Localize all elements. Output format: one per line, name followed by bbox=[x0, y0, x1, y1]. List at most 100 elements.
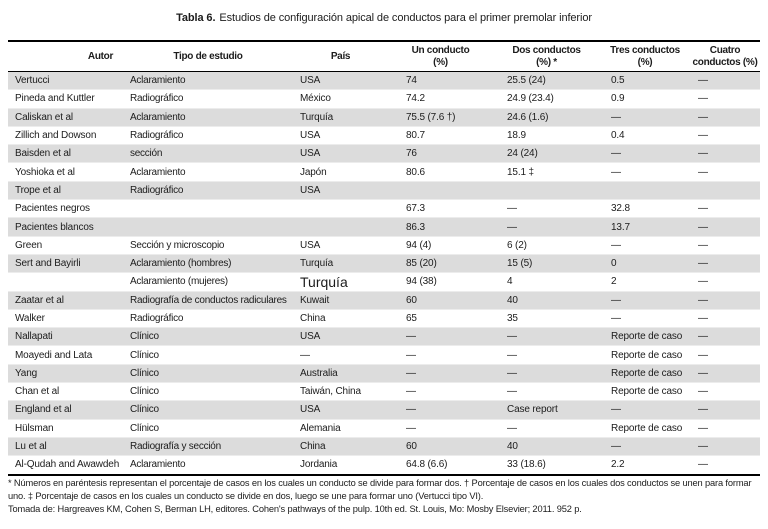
cell-cuatro: — bbox=[690, 291, 760, 310]
table-row: Zillich and Dowson Radiográfico USA 80.7 18.… bbox=[8, 126, 760, 146]
table-caption: Tabla 6. Estudios de configuración apical… bbox=[0, 12, 768, 24]
cell-uno: 60 bbox=[388, 291, 493, 310]
cell-dos: — bbox=[493, 217, 600, 237]
table-row: Zaatar et al Radiografía de conductos rad… bbox=[8, 291, 760, 310]
cell-tres: — bbox=[600, 400, 690, 420]
cell-dos: 33 (18.6) bbox=[493, 455, 600, 476]
cell-dos: — bbox=[493, 199, 600, 219]
cell-pais bbox=[293, 199, 388, 219]
cell-dos: 6 (2) bbox=[493, 236, 600, 255]
cell-pais: Turquía bbox=[293, 108, 388, 127]
cell-pais: USA bbox=[293, 144, 388, 164]
cell-autor: Hülsman bbox=[8, 419, 123, 438]
cell-cuatro: — bbox=[690, 400, 760, 420]
cell-tipo: Radiografía y sección bbox=[123, 437, 293, 457]
cell-cuatro bbox=[690, 181, 760, 201]
cell-pais: Kuwait bbox=[293, 291, 388, 310]
cell-tipo: sección bbox=[123, 144, 293, 164]
cell-uno: — bbox=[388, 400, 493, 420]
cell-tipo: Aclaramiento bbox=[123, 455, 293, 476]
header-cell-un-conducto: Un conducto (%) bbox=[388, 40, 493, 72]
header-cell-tres-conductos: Tres conductos (%) bbox=[600, 40, 690, 72]
cell-dos: 18.9 bbox=[493, 126, 600, 146]
cell-tipo: Clínico bbox=[123, 400, 293, 420]
cell-uno: 75.5 (7.6 †) bbox=[388, 108, 493, 127]
cell-uno: 86.3 bbox=[388, 217, 493, 237]
cell-cuatro: — bbox=[690, 144, 760, 164]
cell-uno: 94 (38) bbox=[388, 272, 493, 292]
cell-pais: USA bbox=[293, 126, 388, 146]
cell-cuatro: — bbox=[690, 309, 760, 329]
cell-uno: 65 bbox=[388, 309, 493, 329]
cell-dos: 15.1 ‡ bbox=[493, 162, 600, 182]
cell-pais bbox=[293, 217, 388, 237]
cell-cuatro: — bbox=[690, 437, 760, 457]
cell-autor: Nallapati bbox=[8, 327, 123, 347]
cell-tipo: Aclaramiento (mujeres) bbox=[123, 272, 293, 292]
cell-dos: — bbox=[493, 345, 600, 365]
cell-pais: Taiwán, China bbox=[293, 382, 388, 402]
cell-dos: 15 (5) bbox=[493, 254, 600, 274]
cell-cuatro: — bbox=[690, 382, 760, 402]
cell-cuatro: — bbox=[690, 345, 760, 365]
cell-tres: — bbox=[600, 309, 690, 329]
cell-cuatro: — bbox=[690, 254, 760, 274]
cell-cuatro: — bbox=[690, 272, 760, 292]
cell-dos: 25.5 (24) bbox=[493, 71, 600, 91]
cell-autor: Yoshioka et al bbox=[8, 162, 123, 182]
cell-dos bbox=[493, 181, 600, 201]
footnote-note: * Números en paréntesis representan el p… bbox=[8, 478, 752, 501]
cell-tres: 32.8 bbox=[600, 199, 690, 219]
table-row: Green Sección y microscopio USA 94 (4) 6 (2)… bbox=[8, 236, 760, 255]
cell-uno: — bbox=[388, 364, 493, 384]
cell-dos: 24.6 (1.6) bbox=[493, 108, 600, 127]
cell-cuatro: — bbox=[690, 89, 760, 109]
data-table: Autor Tipo de estudio País Un conducto (%… bbox=[8, 40, 760, 476]
table-header: Autor Tipo de estudio País Un conducto (%… bbox=[8, 40, 760, 72]
cell-tipo: Radiográfico bbox=[123, 309, 293, 329]
cell-tipo bbox=[123, 199, 293, 219]
cell-tres bbox=[600, 181, 690, 201]
cell-pais: Turquía bbox=[293, 272, 388, 292]
cell-pais: China bbox=[293, 309, 388, 329]
cell-autor: Chan et al bbox=[8, 382, 123, 402]
header-cell-pais: País bbox=[293, 40, 388, 72]
cell-autor: Moayedi and Lata bbox=[8, 345, 123, 365]
cell-uno: 64.8 (6.6) bbox=[388, 455, 493, 476]
table-row: Al-Qudah and Awawdeh Aclaramiento Jordania… bbox=[8, 455, 760, 476]
cell-cuatro: — bbox=[690, 162, 760, 182]
cell-pais: México bbox=[293, 89, 388, 109]
table-row: England et al Clínico USA — Case report — — bbox=[8, 400, 760, 420]
table-row: Sert and Bayirli Aclaramiento (hombres) Tu… bbox=[8, 254, 760, 274]
cell-autor: Caliskan et al bbox=[8, 108, 123, 127]
cell-tipo: Sección y microscopio bbox=[123, 236, 293, 255]
cell-pais: Jordania bbox=[293, 455, 388, 476]
cell-uno: 74.2 bbox=[388, 89, 493, 109]
cell-dos: 4 bbox=[493, 272, 600, 292]
cell-pais: — bbox=[293, 345, 388, 365]
cell-tipo: Radiografía de conductos radiculares bbox=[123, 291, 293, 310]
footnotes: * Números en paréntesis representan el p… bbox=[8, 477, 760, 516]
cell-tres: — bbox=[600, 291, 690, 310]
cell-tres: — bbox=[600, 108, 690, 127]
cell-tipo: Clínico bbox=[123, 364, 293, 384]
table-row: Lu et al Radiografía y sección China 60 40— — bbox=[8, 437, 760, 457]
cell-tipo: Radiográfico bbox=[123, 126, 293, 146]
cell-tres: Reporte de caso bbox=[600, 327, 690, 347]
cell-uno: — bbox=[388, 345, 493, 365]
cell-tres: 0 bbox=[600, 254, 690, 274]
cell-cuatro: — bbox=[690, 199, 760, 219]
cell-uno: 74 bbox=[388, 71, 493, 91]
cell-tres: 2 bbox=[600, 272, 690, 292]
caption-label: Tabla 6. bbox=[176, 12, 216, 24]
cell-tipo: Aclaramiento bbox=[123, 71, 293, 91]
cell-uno: 85 (20) bbox=[388, 254, 493, 274]
cell-uno: 67.3 bbox=[388, 199, 493, 219]
table-row: Walker Radiográfico China 65 35— — bbox=[8, 309, 760, 329]
table-row: Baisden et al sección USA 76 24 (24) — — bbox=[8, 144, 760, 164]
cell-tres: — bbox=[600, 437, 690, 457]
cell-dos: — bbox=[493, 364, 600, 384]
cell-uno: — bbox=[388, 382, 493, 402]
cell-dos: 35 bbox=[493, 309, 600, 329]
